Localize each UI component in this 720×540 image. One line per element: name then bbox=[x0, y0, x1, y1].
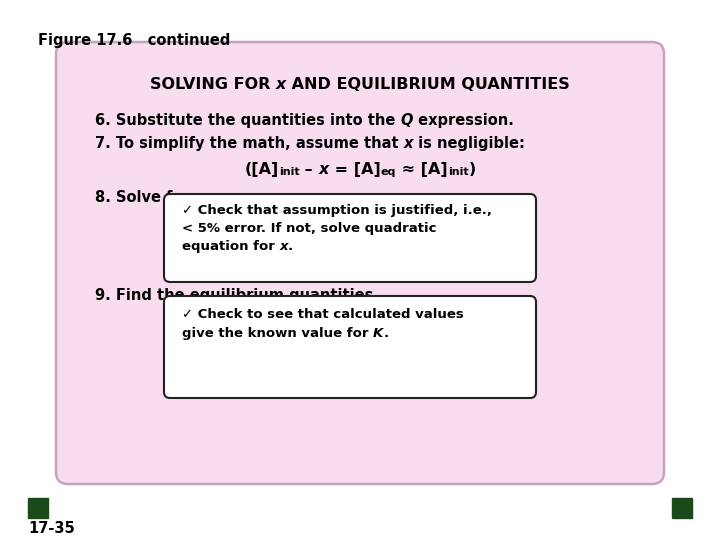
Text: ✓ Check that assumption is justified, i.e.,: ✓ Check that assumption is justified, i.… bbox=[182, 204, 492, 217]
Text: < 5% error. If not, solve quadratic: < 5% error. If not, solve quadratic bbox=[182, 222, 436, 235]
FancyBboxPatch shape bbox=[164, 296, 536, 398]
Bar bbox=[672, 498, 692, 518]
Text: is negligible:: is negligible: bbox=[413, 136, 525, 151]
Text: x: x bbox=[279, 240, 288, 253]
Text: ([A]: ([A] bbox=[244, 162, 279, 177]
Text: 7. To simplify the math, assume that: 7. To simplify the math, assume that bbox=[95, 136, 404, 151]
Text: 9. Find the equilibrium quantities.: 9. Find the equilibrium quantities. bbox=[95, 288, 379, 303]
Text: equation for: equation for bbox=[182, 240, 279, 253]
Text: x: x bbox=[404, 136, 413, 151]
Text: .: . bbox=[204, 190, 210, 205]
Text: ≈ [A]: ≈ [A] bbox=[396, 162, 448, 177]
Text: .: . bbox=[288, 240, 293, 253]
Text: x: x bbox=[276, 77, 287, 92]
Text: eq: eq bbox=[381, 167, 396, 177]
Text: init: init bbox=[448, 167, 468, 177]
Text: .: . bbox=[383, 327, 389, 340]
Text: x: x bbox=[318, 162, 329, 177]
Text: K: K bbox=[373, 327, 383, 340]
FancyBboxPatch shape bbox=[56, 42, 664, 484]
Bar bbox=[28, 498, 48, 518]
Text: give the known value for: give the known value for bbox=[182, 327, 373, 340]
Text: expression.: expression. bbox=[413, 113, 514, 128]
Text: 6. Substitute the quantities into the: 6. Substitute the quantities into the bbox=[95, 113, 400, 128]
Text: x: x bbox=[195, 190, 204, 205]
Text: AND EQUILIBRIUM QUANTITIES: AND EQUILIBRIUM QUANTITIES bbox=[287, 77, 570, 92]
Text: 17-35: 17-35 bbox=[28, 521, 75, 536]
Text: Q: Q bbox=[400, 113, 413, 128]
Text: init: init bbox=[279, 167, 300, 177]
Text: –: – bbox=[300, 162, 318, 177]
Text: SOLVING FOR: SOLVING FOR bbox=[150, 77, 276, 92]
Text: Figure 17.6   continued: Figure 17.6 continued bbox=[38, 33, 230, 48]
Text: ✓ Check to see that calculated values: ✓ Check to see that calculated values bbox=[182, 308, 464, 321]
Text: ): ) bbox=[468, 162, 476, 177]
Text: = [A]: = [A] bbox=[329, 162, 381, 177]
Text: 8. Solve for: 8. Solve for bbox=[95, 190, 195, 205]
FancyBboxPatch shape bbox=[164, 194, 536, 282]
